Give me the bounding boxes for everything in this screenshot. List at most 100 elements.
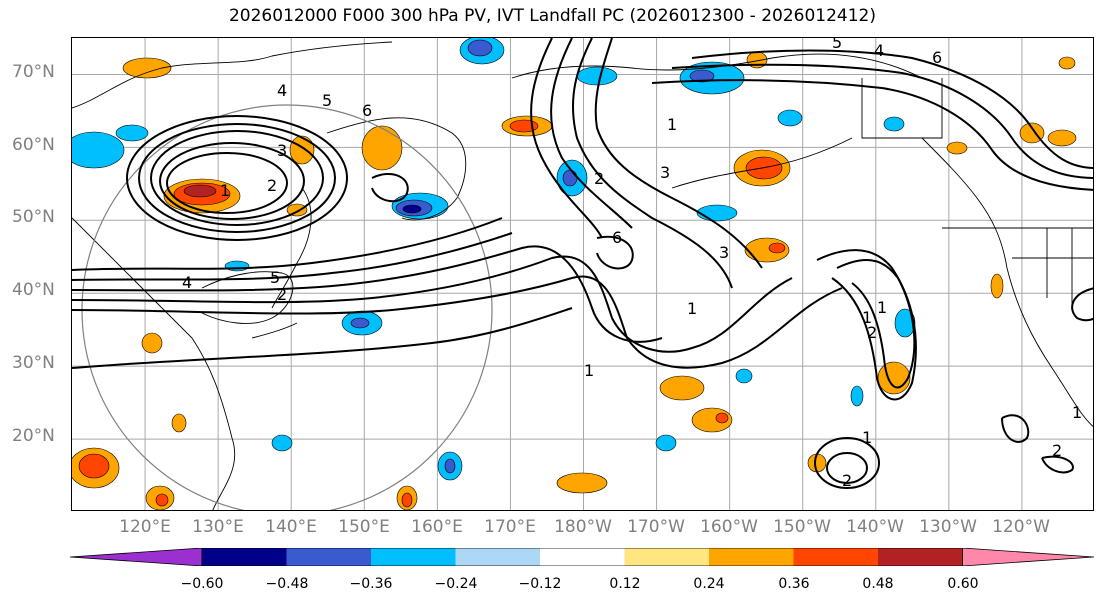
lon-label-140e: 140°E [265,517,317,537]
negative-anomaly-blob [115,124,149,142]
contour-label: 5 [832,38,842,52]
contour-label: 1 [584,361,594,380]
negative-anomaly-blob [883,116,905,132]
colorbar-segment [371,548,456,566]
colorbar-segment [286,548,371,566]
colorbar-tick-label: −0.60 [180,576,224,592]
contour-label: 6 [612,228,622,247]
positive-anomaly-blob [556,472,608,494]
positive-anomaly-blob [171,413,187,433]
pv-contours [72,38,1093,489]
contour-label: 1 [862,428,872,447]
lon-label-120w: 120°W [992,517,1050,537]
positive-anomaly-blob [289,135,315,165]
positive-anomaly-blob [877,361,911,395]
lat-label-70n: 70°N [12,62,55,82]
map-title: 2026012000 F000 300 hPa PV, IVT Landfall… [228,6,876,26]
colorbar-tick-label: 0.24 [693,576,725,592]
colorbar-segment [455,548,540,566]
negative-anomaly-blob [72,131,125,169]
negative-anomaly-blob [696,204,738,222]
positive-anomaly-blob [659,375,705,401]
lon-label-120e: 120°E [119,517,171,537]
contour-label: 2 [594,169,604,188]
negative-anomaly-blob [224,260,250,272]
colorbar [70,548,1094,566]
colorbar-tick-label: −0.12 [518,576,562,592]
contour-label: 5 [322,91,332,110]
lat-label-20n: 20°N [12,426,55,446]
negative-anomaly-blob [689,69,715,83]
contour-label: 2 [1052,441,1062,460]
colorbar-tick-label: 0.36 [778,576,810,592]
contour-label: 4 [874,41,884,60]
gridlines [72,38,1093,510]
negative-anomaly-blob [350,317,370,329]
contour-label: 2 [277,285,287,304]
colorbar-tick-label: −0.48 [265,576,309,592]
colorbar-segment [878,548,963,566]
negative-anomaly-blob [735,368,753,384]
positive-anomaly-blob [78,453,110,479]
contour-label: 2 [842,471,852,490]
colorbar-segment [624,548,709,566]
colorbar-extend-left [70,548,203,566]
lon-label-130w: 130°W [919,517,977,537]
contour-label: 2 [867,323,877,342]
contour-label: 3 [660,163,670,182]
contour-label: 1 [877,298,887,317]
lon-label-160e: 160°E [411,517,463,537]
lon-label-130e: 130°E [192,517,244,537]
positive-anomaly-blob [1058,56,1076,70]
positive-anomaly-blob [361,125,403,171]
positive-anomaly-blob [141,332,163,354]
contour-label: 6 [932,48,942,67]
positive-anomaly-blob [183,184,217,198]
lon-label-150w: 150°W [773,517,831,537]
positive-anomaly-blob [715,412,729,424]
colorbar-extend-right [962,548,1094,566]
negative-anomaly-blob [271,434,293,452]
positive-anomaly-blob [946,141,968,155]
positive-anomaly-blob [401,492,413,508]
positive-anomaly-blob [509,119,539,133]
lon-label-170w: 170°W [627,517,685,537]
colorbar-tick-label: 0.48 [862,576,894,592]
positive-anomaly-blob [990,273,1004,299]
contour-label: 4 [182,273,192,292]
negative-anomaly-blob [562,169,578,187]
positive-anomaly-blob [122,57,172,79]
lon-label-170e: 170°E [484,517,536,537]
lat-label-50n: 50°N [12,207,55,227]
colorbar-segment [793,548,878,566]
negative-anomaly-blob [402,204,422,214]
lat-label-60n: 60°N [12,135,55,155]
lon-label-160w: 160°W [700,517,758,537]
contour-label: 1 [1072,403,1082,422]
negative-anomaly-blob [850,385,864,407]
contour-label: 1 [667,115,677,134]
colorbar-tick-label: −0.36 [349,576,393,592]
positive-anomaly-blob [1047,129,1077,147]
contour-label: 5 [270,268,280,287]
negative-anomaly-blob [777,109,803,127]
negative-anomaly-blob [444,458,456,474]
lon-label-180w: 180°W [554,517,612,537]
contour-label: 2 [267,176,277,195]
colorbar-segment [709,548,794,566]
contour-label: 4 [277,81,287,100]
negative-anomaly-blob [655,434,677,452]
negative-anomaly-blob [894,308,916,338]
lon-label-150e: 150°E [338,517,390,537]
positive-anomaly-blob [155,493,169,507]
contour-label: 3 [277,141,287,160]
lat-label-40n: 40°N [12,280,55,300]
contour-label: 3 [719,243,729,262]
contour-label: 6 [362,101,372,120]
colorbar-tick-label: 0.60 [947,576,979,592]
contour-label: 1 [687,299,697,318]
coastlines [72,41,1093,510]
